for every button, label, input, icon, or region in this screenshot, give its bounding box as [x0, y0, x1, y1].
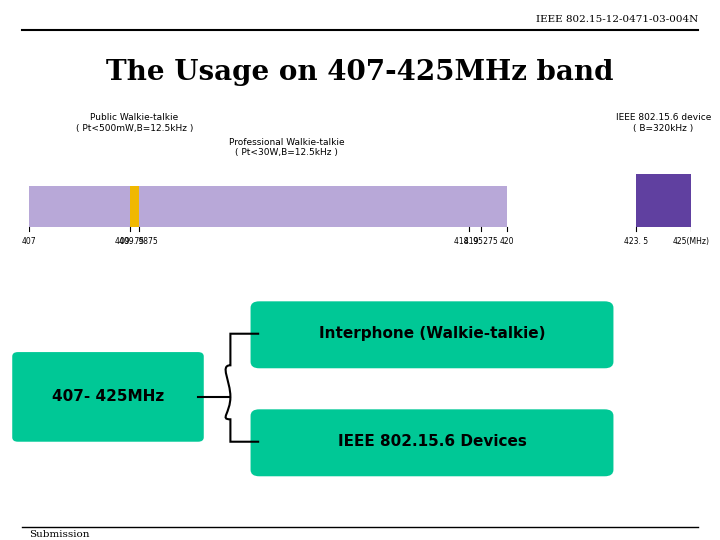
FancyBboxPatch shape [251, 301, 613, 368]
Text: 409. 9875: 409. 9875 [120, 237, 158, 246]
FancyBboxPatch shape [29, 186, 507, 227]
Text: Public Walkie-talkie
( Pt<500mW,B=12.5kHz ): Public Walkie-talkie ( Pt<500mW,B=12.5kH… [76, 113, 193, 133]
Text: IEEE 802.15-12-0471-03-004N: IEEE 802.15-12-0471-03-004N [536, 15, 698, 24]
Text: 407- 425MHz: 407- 425MHz [52, 389, 164, 404]
Text: 418. 95: 418. 95 [454, 237, 483, 246]
Text: 425(MHz): 425(MHz) [672, 237, 710, 246]
FancyBboxPatch shape [130, 186, 139, 227]
Text: The Usage on 407-425MHz band: The Usage on 407-425MHz band [107, 59, 613, 86]
Text: 409. 75: 409. 75 [115, 237, 145, 246]
FancyBboxPatch shape [251, 409, 613, 476]
Text: Professional Walkie-talkie
( Pt<30W,B=12.5kHz ): Professional Walkie-talkie ( Pt<30W,B=12… [228, 138, 344, 157]
Text: Interphone (Walkie-talkie): Interphone (Walkie-talkie) [319, 326, 545, 341]
Text: 423. 5: 423. 5 [624, 237, 648, 246]
FancyBboxPatch shape [12, 352, 204, 442]
FancyBboxPatch shape [636, 174, 691, 227]
Text: IEEE 802.15.6 device
( B=320kHz ): IEEE 802.15.6 device ( B=320kHz ) [616, 113, 711, 133]
Text: 407: 407 [22, 237, 36, 246]
Text: 419. 275: 419. 275 [464, 237, 498, 246]
Text: Submission: Submission [29, 530, 89, 539]
Text: IEEE 802.15.6 Devices: IEEE 802.15.6 Devices [338, 434, 526, 449]
Text: 420: 420 [500, 237, 515, 246]
